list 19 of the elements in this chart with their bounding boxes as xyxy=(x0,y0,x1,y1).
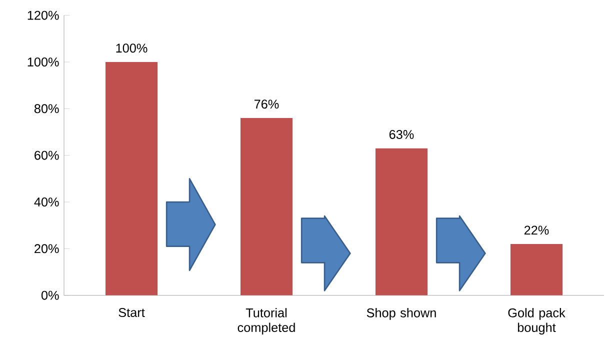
data-label: 76% xyxy=(254,100,279,109)
x-tick-label: Shop shown xyxy=(366,308,436,320)
y-tick-label: 60% xyxy=(34,150,59,160)
x-tick-label: Start xyxy=(118,308,145,318)
data-label: 22% xyxy=(524,226,549,235)
x-tick-label: Tutorial completed xyxy=(238,308,295,335)
data-label: 63% xyxy=(389,130,414,139)
y-tick-label: 120% xyxy=(28,10,59,20)
bar xyxy=(376,148,428,296)
y-tick-label: 40% xyxy=(34,198,59,206)
x-tick-label: Gold pack bought xyxy=(508,308,566,335)
y-tick-label: 100% xyxy=(28,58,59,66)
bar xyxy=(106,62,158,296)
y-tick-label: 0% xyxy=(41,290,59,300)
bar xyxy=(510,244,562,296)
data-label: 100% xyxy=(116,44,148,53)
y-tick-label: 20% xyxy=(34,244,59,254)
bar xyxy=(240,118,293,296)
y-tick-label: 80% xyxy=(34,104,59,114)
